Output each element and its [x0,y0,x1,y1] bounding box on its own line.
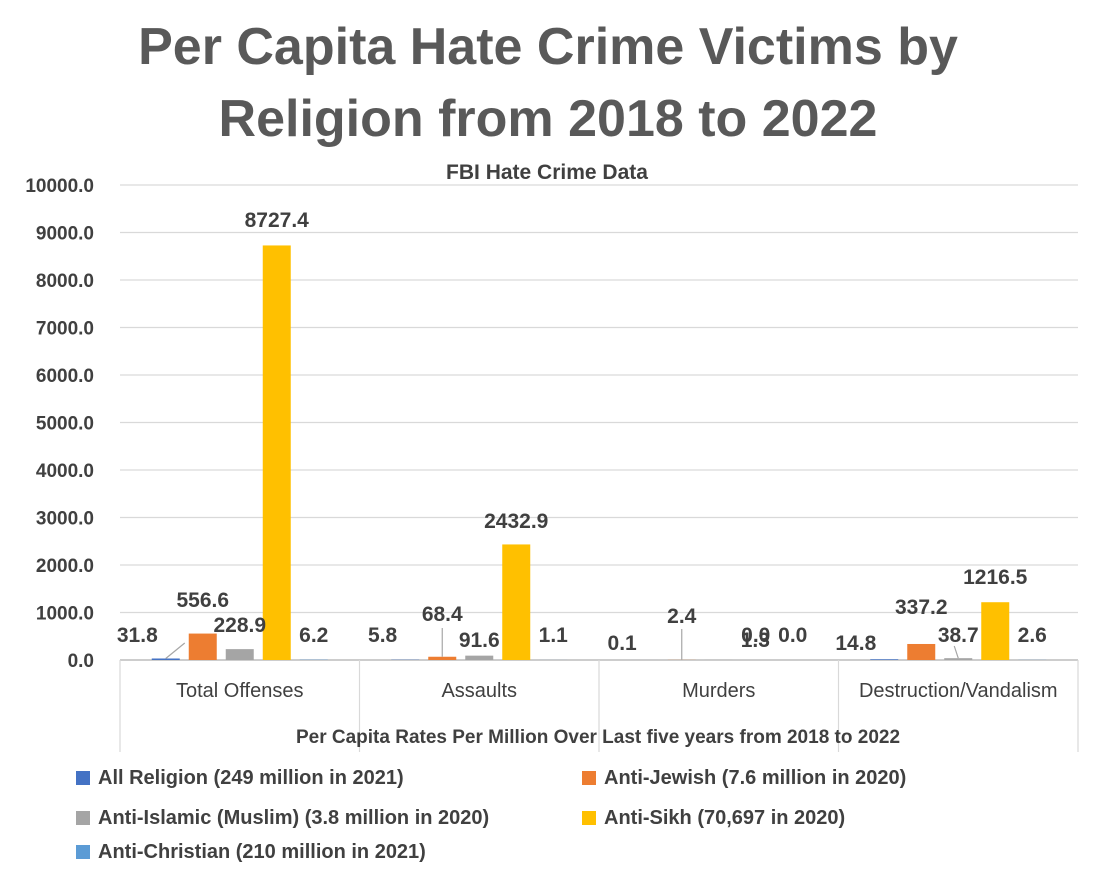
leader-line [953,645,959,659]
y-tick-label: 2000.0 [36,556,94,577]
category-label: Destruction/Vandalism [859,680,1058,702]
y-tick-label: 9000.0 [36,224,94,245]
legend-label: Anti-Jewish (7.6 million in 2020) [604,767,906,789]
data-label: 68.4 [422,603,463,626]
data-label: 2432.9 [484,510,548,533]
data-label: 0.0 [778,624,807,647]
y-tick-label: 3000.0 [36,509,94,530]
data-label: 1.3 [741,629,770,652]
bars [151,245,1047,661]
chart-title-line-2: Religion from 2018 to 2022 [219,90,878,148]
y-tick-label: 7000.0 [36,319,94,340]
bar [188,633,217,660]
data-label: 337.2 [895,596,948,619]
legend-label: All Religion (249 million in 2021) [98,767,404,789]
data-labels: 31.8 5.8 0.1 14.8 556.6 68.4 2.4 337.2 228.9 91.6… [117,209,1047,655]
data-label: 0.0 [741,624,770,647]
category-label: Murders [682,680,755,702]
data-label: 1.1 [539,624,569,647]
bar [225,649,254,660]
legend-label: Anti-Christian (210 million in 2021) [98,841,426,863]
category-labels: Total Offenses Assaults Murders Destruction… [176,680,1058,702]
data-label: 2.6 [1018,624,1047,647]
bar [944,658,973,660]
data-label: 91.6 [459,629,500,652]
bar [870,659,899,660]
bar [465,655,494,660]
legend-swatch [76,845,90,859]
bar [428,656,457,660]
bar [151,658,180,660]
data-label: 38.7 [938,624,979,647]
legend: All Religion (249 million in 2021) Anti-J… [76,767,906,863]
legend-label: Anti-Sikh (70,697 in 2020) [604,807,845,829]
category-label: Total Offenses [176,680,303,702]
y-tick-label: 10000.0 [25,176,94,197]
legend-swatch [76,811,90,825]
data-label: 2.4 [667,605,697,628]
data-label: 5.8 [368,624,398,647]
data-label: 228.9 [213,614,266,637]
y-tick-label: 5000.0 [36,414,94,435]
leader-line [165,642,186,659]
y-tick-label: 0.0 [68,651,94,672]
data-label: 556.6 [176,589,229,612]
data-label: 6.2 [299,624,328,647]
y-tick-label: 6000.0 [36,366,94,387]
legend-label: Anti-Islamic (Muslim) (3.8 million in 20… [98,807,489,829]
legend-swatch [582,811,596,825]
legend-swatch [76,771,90,785]
leader-lines [165,628,959,660]
bar [907,643,936,660]
data-label: 31.8 [117,624,158,647]
y-tick-label: 1000.0 [36,604,94,625]
bar [502,544,531,660]
data-label: 8727.4 [245,209,310,232]
bar [262,245,291,661]
category-label: Assaults [441,680,517,702]
x-axis-title: Per Capita Rates Per Million Over Last f… [296,727,900,748]
chart-subtitle: FBI Hate Crime Data [446,161,648,184]
legend-swatch [582,771,596,785]
bar [981,602,1010,660]
chart-title-line-1: Per Capita Hate Crime Victims by [138,18,958,76]
y-tick-label: 8000.0 [36,271,94,292]
y-axis-ticks: 0.0 1000.0 2000.0 3000.0 4000.0 5000.0 6000.0 7… [25,176,94,672]
data-label: 14.8 [835,632,876,655]
data-label: 0.1 [608,632,638,655]
y-tick-label: 4000.0 [36,461,94,482]
data-label: 1216.5 [963,566,1028,589]
